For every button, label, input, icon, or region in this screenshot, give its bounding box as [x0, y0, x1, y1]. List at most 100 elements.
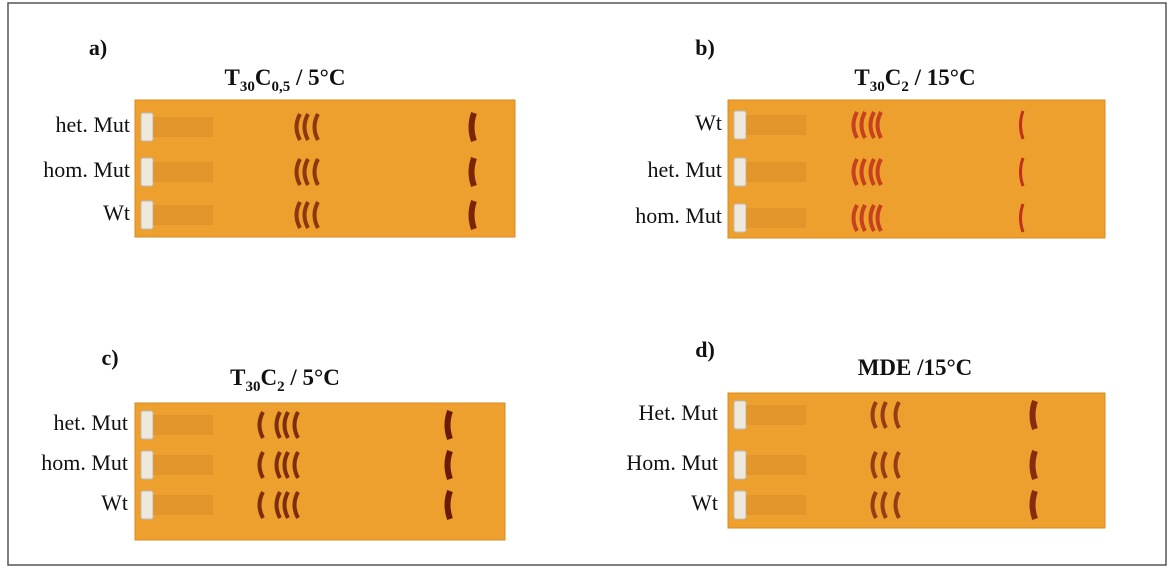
band: [851, 158, 859, 186]
marker-band: [444, 489, 453, 521]
band: [257, 451, 265, 479]
well: [733, 157, 747, 187]
gel-shade: [727, 99, 1106, 239]
band: [274, 411, 282, 439]
marker-band: [468, 156, 477, 188]
marker-band: [444, 409, 453, 441]
title-part: MDE /15°C: [858, 355, 973, 380]
marker-band: [1019, 157, 1025, 187]
band: [312, 113, 320, 141]
well: [140, 410, 154, 440]
band: [312, 201, 320, 229]
band: [851, 204, 859, 232]
band: [870, 491, 878, 519]
band: [302, 201, 310, 229]
band: [880, 401, 888, 429]
smear: [153, 495, 213, 515]
lane-label: Wt: [695, 110, 722, 135]
smear: [153, 455, 213, 475]
smear: [746, 455, 806, 475]
smear: [746, 405, 806, 425]
gel-shade: [134, 99, 516, 238]
smear: [153, 205, 213, 225]
lane-label: hom. Mut: [635, 203, 722, 228]
band: [893, 491, 901, 519]
title-part: C: [255, 65, 272, 90]
lane-label: Wt: [101, 490, 128, 515]
title-part: 30: [240, 79, 255, 95]
panel-label: d): [695, 337, 715, 362]
band: [302, 113, 310, 141]
lane-label: Wt: [103, 200, 130, 225]
marker-band: [1029, 489, 1038, 521]
band: [859, 204, 867, 232]
marker-band: [1029, 449, 1038, 481]
marker-band: [1019, 203, 1025, 233]
marker-band: [468, 199, 477, 231]
band: [870, 451, 878, 479]
band: [875, 111, 883, 139]
band: [282, 491, 290, 519]
band: [282, 451, 290, 479]
marker-band: [1019, 110, 1025, 140]
lane-label: het. Mut: [53, 410, 128, 435]
lane-label: het. Mut: [55, 112, 130, 137]
title-part: C: [261, 365, 278, 390]
band: [875, 204, 883, 232]
panel-title: T30C0,5 / 5°C: [225, 65, 346, 95]
band: [257, 491, 265, 519]
title-part: 2: [901, 79, 909, 95]
panel-title: T30C2 / 5°C: [230, 365, 340, 395]
panel-title: MDE /15°C: [858, 355, 973, 380]
band: [851, 111, 859, 139]
well: [733, 110, 747, 140]
smear: [746, 208, 806, 228]
band: [274, 451, 282, 479]
panel-label: b): [695, 35, 715, 60]
band: [875, 158, 883, 186]
band: [312, 158, 320, 186]
smear: [746, 115, 806, 135]
band: [294, 113, 302, 141]
band: [859, 111, 867, 139]
band: [292, 451, 300, 479]
panel-title: T30C2 / 15°C: [854, 65, 975, 95]
panel-label: a): [89, 35, 107, 60]
band: [893, 451, 901, 479]
title-part: T: [225, 65, 240, 90]
well: [140, 490, 154, 520]
band: [868, 204, 876, 232]
lane-label: hom. Mut: [41, 450, 128, 475]
lane-label: Hom. Mut: [626, 450, 718, 475]
band: [870, 401, 878, 429]
smear: [153, 162, 213, 182]
well: [140, 112, 154, 142]
marker-band: [1029, 399, 1038, 431]
band: [880, 491, 888, 519]
band: [257, 411, 265, 439]
band: [294, 158, 302, 186]
well: [733, 450, 747, 480]
title-part: 2: [277, 379, 285, 395]
smear: [746, 162, 806, 182]
title-part: 30: [246, 379, 261, 395]
title-part: / 5°C: [285, 365, 340, 390]
lane-label: het. Mut: [647, 157, 722, 182]
well: [733, 400, 747, 430]
band: [859, 158, 867, 186]
title-part: T: [230, 365, 245, 390]
title-part: T: [854, 65, 869, 90]
band: [868, 111, 876, 139]
band: [282, 411, 290, 439]
band: [880, 451, 888, 479]
well: [140, 200, 154, 230]
smear: [153, 415, 213, 435]
band: [868, 158, 876, 186]
figure-border: [7, 2, 1167, 566]
well: [733, 203, 747, 233]
marker-band: [468, 111, 477, 143]
lane-label: Wt: [691, 490, 718, 515]
well: [733, 490, 747, 520]
